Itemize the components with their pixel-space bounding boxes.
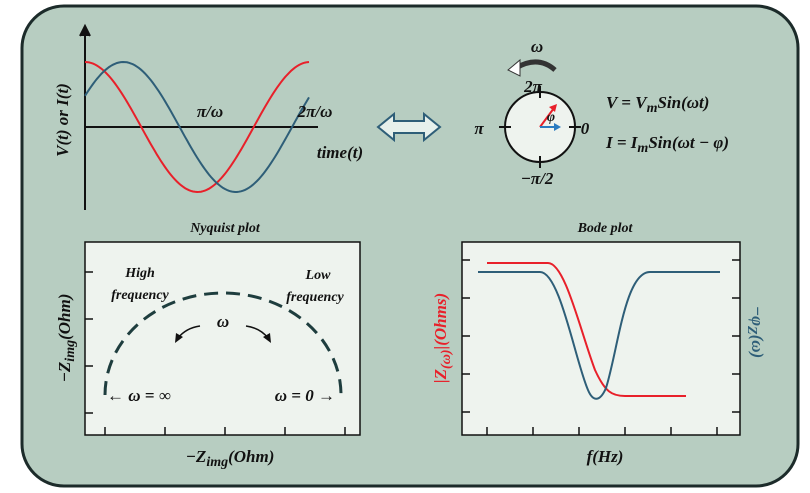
tick-label: 2π/ω <box>297 102 333 121</box>
magnitude-curve <box>487 262 686 397</box>
nyquist-ticks <box>85 271 346 435</box>
y-axis-label: −Zimg(Ohm) <box>55 294 78 383</box>
eq-part: Sin(ωt) <box>657 93 709 112</box>
high-label: frequency <box>111 288 169 303</box>
high-label: High <box>124 266 155 281</box>
low-label: Low <box>305 268 332 283</box>
eq-part: V = V <box>606 93 648 112</box>
nyquist-title: Nyquist plot <box>189 221 261 236</box>
label-sub: Z <box>744 325 759 335</box>
label-part: −Z <box>55 362 74 383</box>
bode-ticks <box>462 259 740 435</box>
y-axis-label: V(t) or I(t) <box>53 83 72 157</box>
bode-title: Bode plot <box>577 221 634 236</box>
equation: I = ImSin(ωt − φ) <box>605 133 729 156</box>
label-part: |Z <box>431 369 450 383</box>
x-axis-label: time(t) <box>317 143 363 162</box>
rotation-label: ω <box>217 312 229 331</box>
arrow-head <box>554 123 561 131</box>
label-part: |(Ohms) <box>431 293 450 350</box>
label-part: (Ohm) <box>55 294 74 340</box>
x-axis-label: −Zimg(Ohm) <box>186 447 275 470</box>
equation: V = VmSin(ωt) <box>606 93 709 116</box>
phase-label: φ <box>547 110 555 125</box>
end-label: ← ω = ∞ <box>107 386 171 405</box>
eq-part: I = I <box>605 133 639 152</box>
end-label: ω = 0 → <box>275 386 335 405</box>
arrow-head <box>549 104 557 112</box>
voltage-wave <box>84 61 310 194</box>
nyquist-frame <box>84 241 361 436</box>
rotation-arrow-head <box>507 58 521 77</box>
label-part: −φ <box>748 306 767 326</box>
label-part: (Ohm) <box>228 447 274 466</box>
phase-curve <box>478 271 720 400</box>
label-part: −Z <box>186 447 207 466</box>
voltage-phasor <box>539 107 555 128</box>
arrow-head <box>263 333 271 343</box>
circle-ticks <box>499 86 581 168</box>
x-axis-label: f(Hz) <box>587 447 624 466</box>
label-sub: img <box>63 340 78 362</box>
label-sub: (ω) <box>439 350 454 369</box>
tick-label: π/ω <box>197 102 223 121</box>
label-sub: img <box>206 455 228 470</box>
angle-label: π <box>474 119 484 138</box>
right-axis-label: −φZ(ω) <box>744 306 767 358</box>
rotation-label: ω <box>531 37 543 56</box>
angle-label: 2π <box>523 77 543 96</box>
current-wave <box>84 60 310 193</box>
double-arrow <box>376 111 442 143</box>
angle-label: −π/2 <box>521 169 554 188</box>
nyquist-arc <box>103 291 343 396</box>
eq-part: Sin(ωt − φ) <box>648 133 729 152</box>
time-axes <box>79 23 318 210</box>
label-part: (ω) <box>748 335 767 359</box>
bode-frame <box>461 241 741 436</box>
eq-sub: m <box>637 141 648 156</box>
low-label: frequency <box>286 290 344 305</box>
eq-sub: m <box>647 101 658 116</box>
left-axis-label: |Z(ω)|(Ohms) <box>431 293 454 383</box>
angle-label: 0 <box>581 119 590 138</box>
arrow-head <box>175 333 183 343</box>
